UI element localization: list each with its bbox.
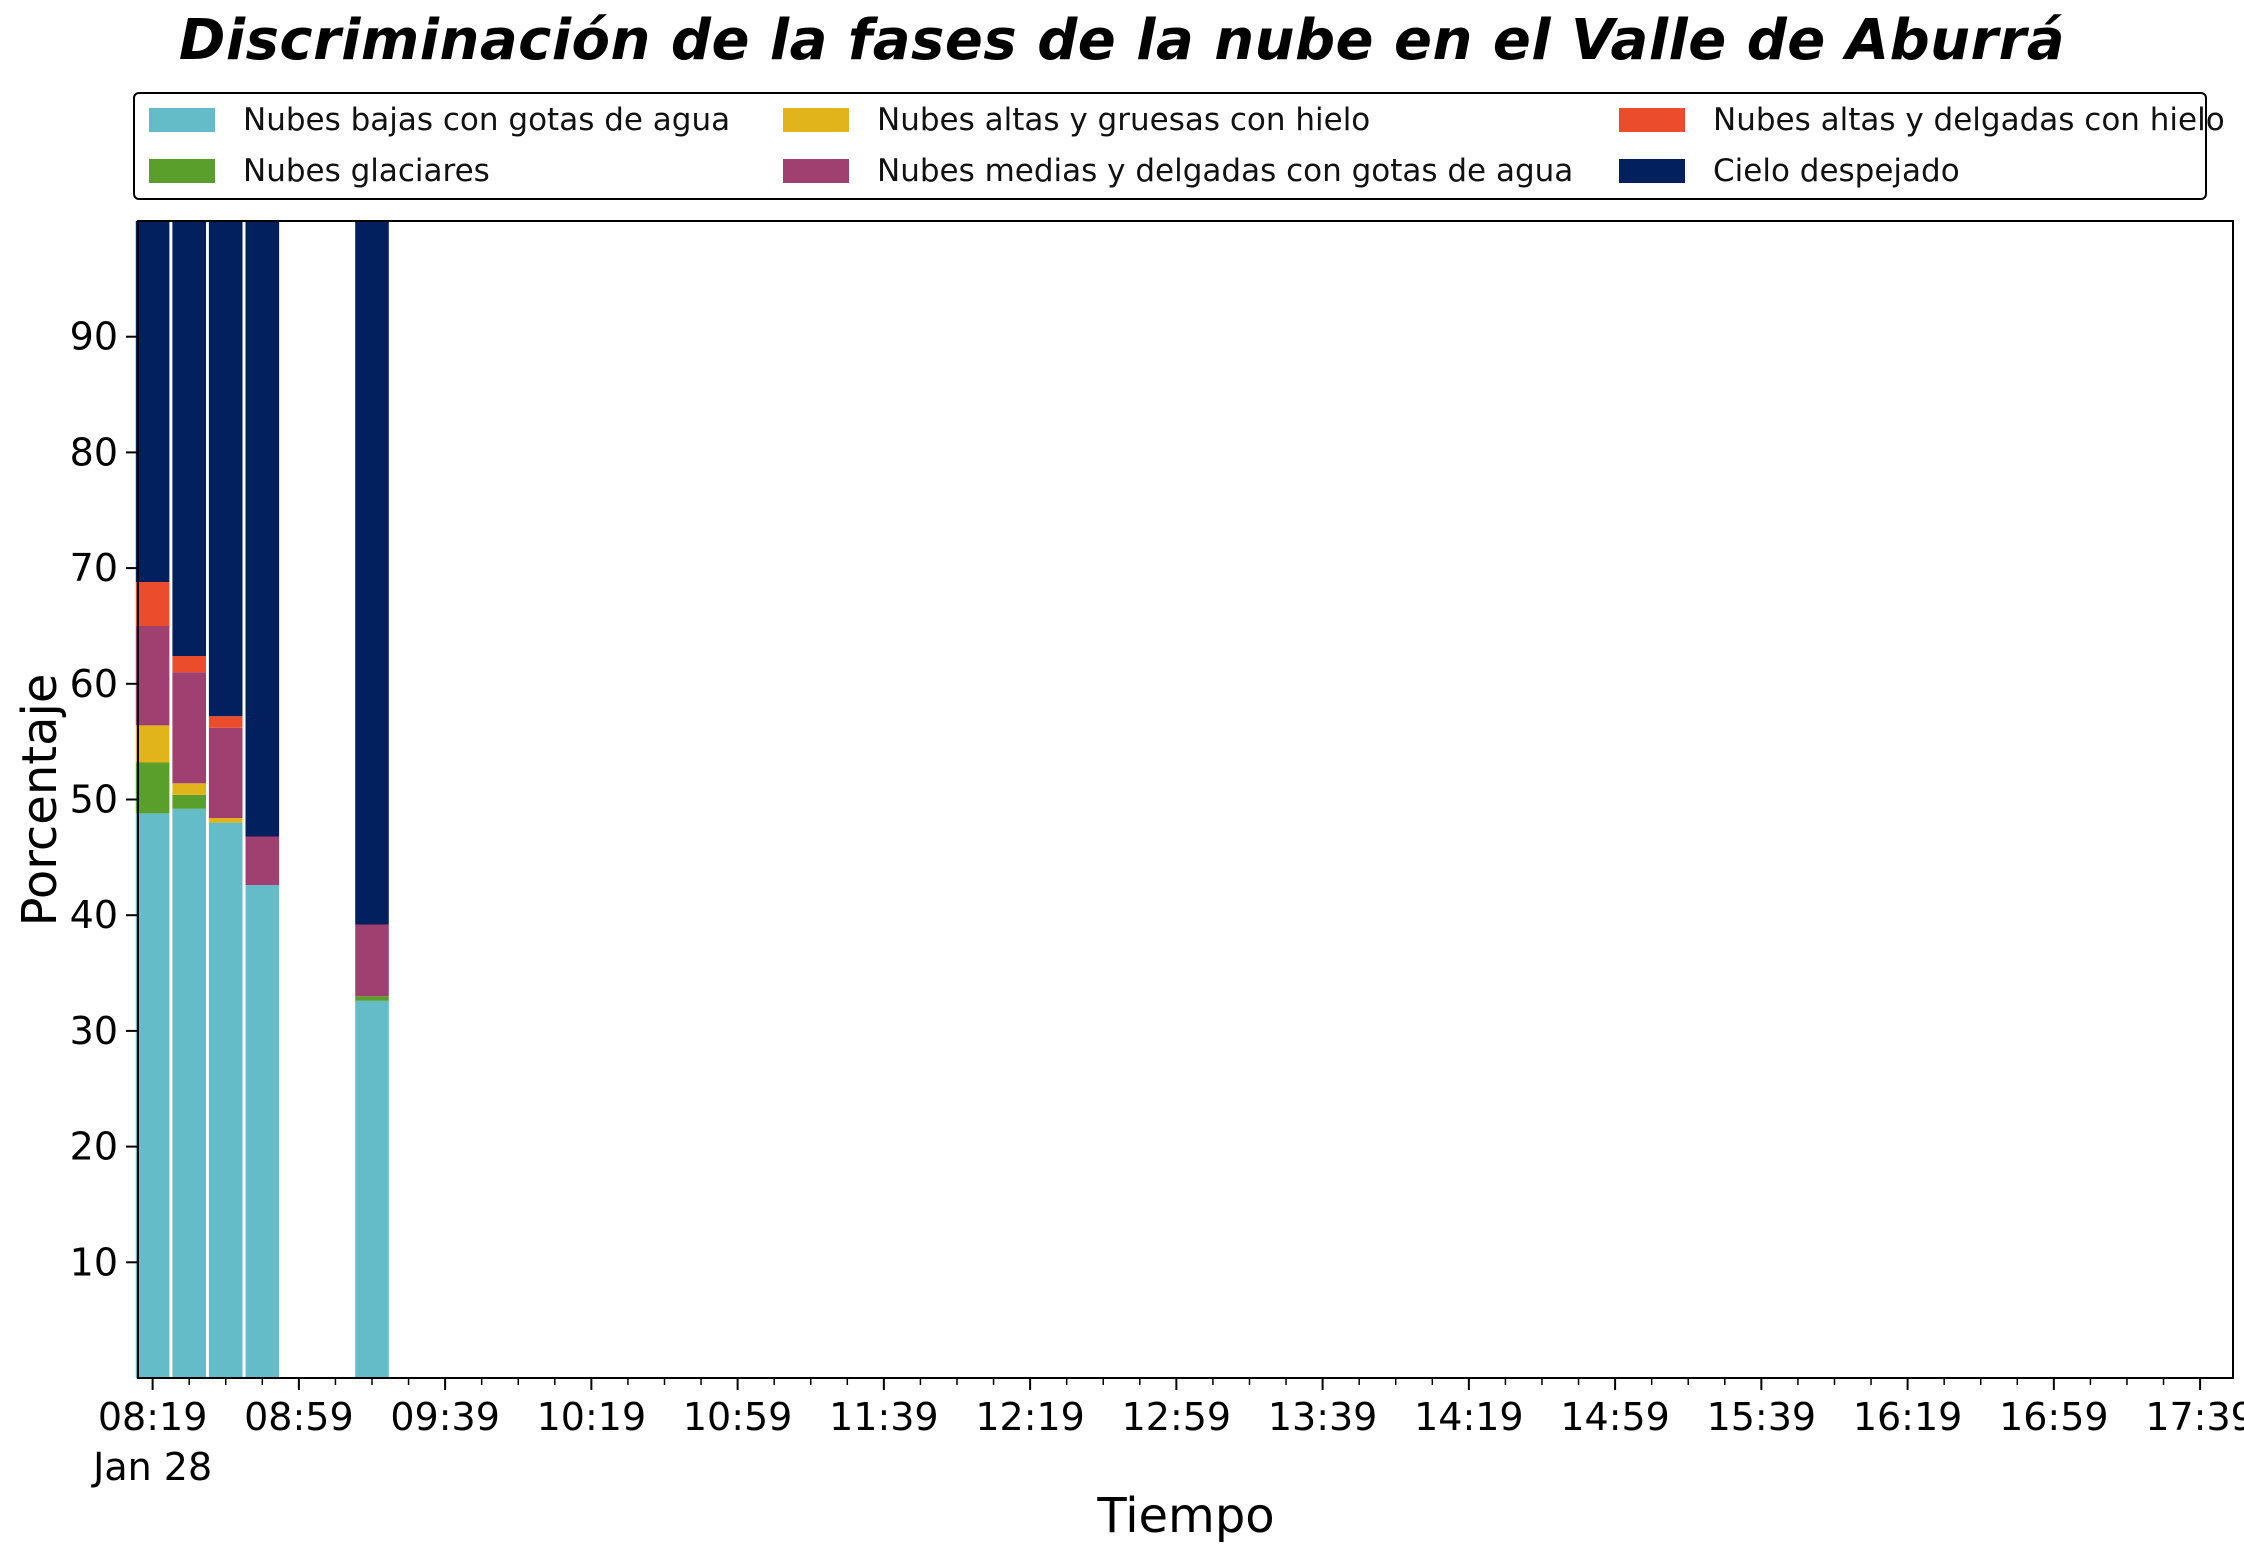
bar-segment [135, 762, 170, 814]
bar-segment [172, 221, 206, 656]
y-tick-label: 80 [70, 430, 118, 474]
bar-segment [208, 818, 243, 823]
bar-segment [245, 885, 280, 1378]
legend-entry: Nubes bajas con gotas de agua [149, 100, 730, 140]
bar-segment [208, 221, 243, 717]
x-tick-label: 17:39 [2145, 1395, 2244, 1439]
chart-title: Discriminación de la fases de la nube en… [178, 8, 2066, 73]
x-tick-label: 12:59 [1122, 1395, 1232, 1439]
bar-segment [208, 822, 243, 1378]
x-tick-label: 15:39 [1707, 1395, 1817, 1439]
bar-segment [208, 716, 243, 728]
y-tick-label: 60 [70, 662, 118, 706]
bar-segment [135, 582, 170, 626]
x-axis-title: Tiempo [1096, 1488, 1274, 1544]
legend-entry: Cielo despejado [1619, 151, 1960, 191]
legend-label: Nubes glaciares [243, 153, 490, 189]
legend-swatch [1619, 159, 1685, 183]
legend-swatch [783, 159, 849, 183]
bar-segment [172, 656, 206, 673]
x-tick-label: 11:39 [829, 1395, 939, 1439]
legend-label: Nubes altas y delgadas con hielo [1713, 102, 2225, 138]
y-tick-label: 20 [70, 1125, 118, 1169]
bar-segment [245, 221, 280, 837]
x-tick-label: 13:39 [1268, 1395, 1378, 1439]
y-axis-title: Porcentaje [12, 674, 68, 927]
x-tick-label: 12:19 [975, 1395, 1085, 1439]
bar-segment [355, 1000, 389, 1378]
x-tick-date-label: Jan 28 [91, 1445, 212, 1489]
y-tick-label: 10 [70, 1240, 118, 1284]
x-tick-label: 10:59 [683, 1395, 793, 1439]
y-tick-label: 40 [70, 893, 118, 937]
x-tick-label: 16:19 [1853, 1395, 1963, 1439]
legend-entry: Nubes altas y gruesas con hielo [783, 100, 1370, 140]
bar-segment [172, 808, 206, 1378]
bar-segment [208, 727, 243, 818]
x-tick-label: 10:19 [537, 1395, 647, 1439]
plot-frame [137, 220, 2234, 1379]
x-tick-label: 08:19 [98, 1395, 208, 1439]
y-axis: 10 20 30 40 50 60 70 80 90 [70, 315, 138, 1284]
bar-segment [135, 813, 170, 1378]
legend-entry: Nubes glaciares [149, 151, 490, 191]
legend-swatch [783, 108, 849, 132]
y-tick-label: 50 [70, 778, 118, 822]
x-tick-label: 16:59 [1999, 1395, 2109, 1439]
x-tick-label: 14:59 [1560, 1395, 1670, 1439]
bar-segment [135, 725, 170, 763]
legend-entry: Nubes altas y delgadas con hielo [1619, 100, 2225, 140]
bar-segment [135, 625, 170, 726]
legend-label: Nubes bajas con gotas de agua [243, 102, 731, 138]
bar-segment [245, 836, 280, 886]
x-tick-label: 14:19 [1414, 1395, 1524, 1439]
legend: Nubes bajas con gotas de agua Nubes glac… [133, 92, 2225, 200]
bar-segment [355, 221, 389, 925]
bar-segment [172, 794, 206, 809]
y-tick-label: 90 [70, 315, 118, 359]
x-tick-label: 09:39 [390, 1395, 500, 1439]
legend-swatch [1619, 108, 1685, 132]
legend-swatch [149, 159, 215, 183]
legend-label: Cielo despejado [1713, 153, 1960, 189]
y-tick-label: 30 [70, 1009, 118, 1053]
bar-segment [135, 221, 170, 582]
legend-swatch [149, 108, 215, 132]
bar-segment [172, 672, 206, 784]
bar-segment [355, 924, 389, 997]
bar-segment [172, 783, 206, 795]
legend-label: Nubes altas y gruesas con hielo [877, 102, 1371, 138]
x-tick-label: 08:59 [244, 1395, 354, 1439]
bar-segment [355, 996, 389, 1001]
x-axis: 08:19 Jan 28 08:59 09:39 10:19 10:59 11:39 12:1… [91, 1378, 2244, 1489]
legend-label: Nubes medias y delgadas con gotas de agu… [877, 153, 1574, 189]
bars-layer [135, 221, 389, 1378]
y-tick-label: 70 [70, 546, 118, 590]
legend-entry: Nubes medias y delgadas con gotas de agu… [783, 151, 1573, 191]
